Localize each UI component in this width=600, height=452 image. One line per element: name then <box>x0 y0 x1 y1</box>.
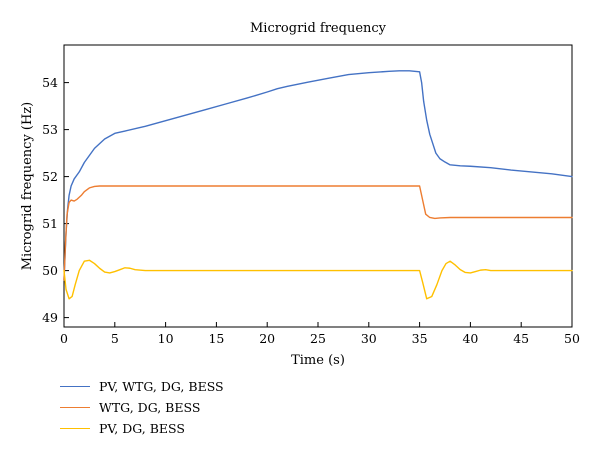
y-axis-ticks: 49 50 51 52 53 54 <box>42 75 69 325</box>
legend-item-series-3: PV, DG, BESS <box>60 418 224 439</box>
legend-swatch-series-2 <box>60 407 90 408</box>
legend-item-series-2: WTG, DG, BESS <box>60 397 224 418</box>
x-axis-ticks: 0 5 10 15 20 25 30 35 40 45 50 <box>60 322 580 346</box>
legend-label-series-3: PV, DG, BESS <box>99 421 185 436</box>
x-tick-label: 35 <box>412 331 428 346</box>
legend-swatch-series-3 <box>60 428 90 429</box>
x-tick-label: 40 <box>462 331 478 346</box>
legend-label-series-1: PV, WTG, DG, BESS <box>99 379 224 394</box>
x-tick-label: 30 <box>361 331 377 346</box>
x-axis-label: Time (s) <box>291 353 345 368</box>
legend: PV, WTG, DG, BESS WTG, DG, BESS PV, DG, … <box>60 376 224 439</box>
y-tick-label: 50 <box>42 263 58 278</box>
legend-label-series-2: WTG, DG, BESS <box>99 400 201 415</box>
y-tick-label: 52 <box>42 169 58 184</box>
x-tick-label: 15 <box>208 331 224 346</box>
legend-item-series-1: PV, WTG, DG, BESS <box>60 376 224 397</box>
x-tick-label: 50 <box>564 331 580 346</box>
y-tick-label: 54 <box>42 75 58 90</box>
x-tick-label: 20 <box>259 331 275 346</box>
y-tick-label: 51 <box>42 216 58 231</box>
series-lines <box>63 70 573 300</box>
y-axis-label: Microgrid frequency (Hz) <box>20 102 35 271</box>
y-tick-label: 53 <box>42 122 58 137</box>
y-tick-label: 49 <box>42 310 58 325</box>
x-tick-label: 45 <box>513 331 529 346</box>
series-line-2 <box>63 185 573 281</box>
chart-title: Microgrid frequency <box>250 21 387 36</box>
x-tick-label: 25 <box>310 331 326 346</box>
x-tick-label: 5 <box>111 331 119 346</box>
series-line-3 <box>63 259 573 300</box>
x-tick-label: 0 <box>60 331 68 346</box>
x-tick-label: 10 <box>158 331 174 346</box>
series-line-1 <box>63 70 573 281</box>
legend-swatch-series-1 <box>60 386 90 387</box>
